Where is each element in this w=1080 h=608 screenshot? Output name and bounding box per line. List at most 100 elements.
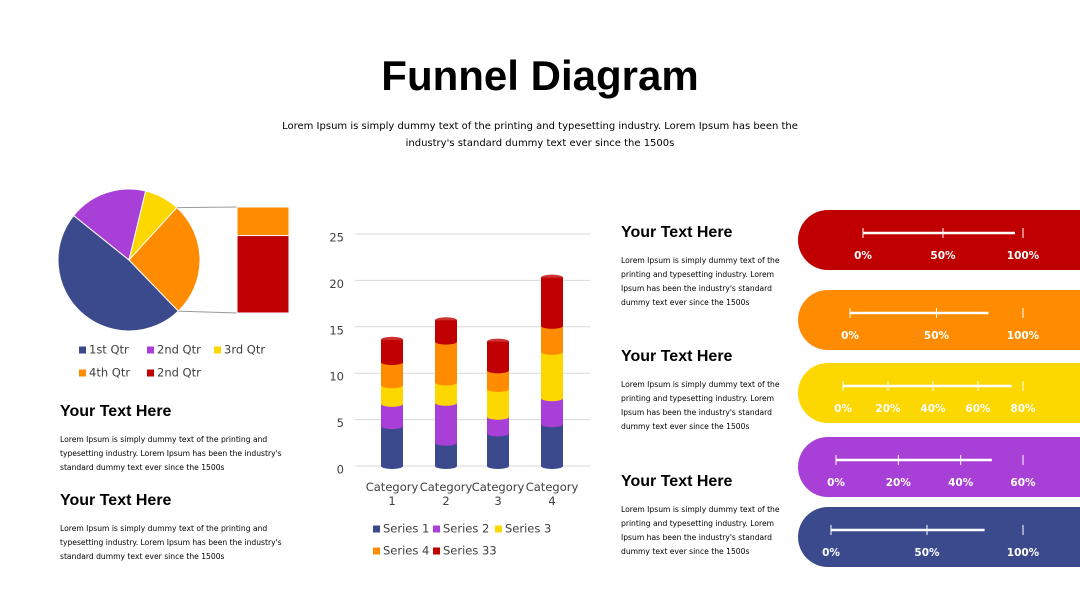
secondary-bar xyxy=(236,206,290,237)
legend-label: Series 2 xyxy=(443,522,489,536)
bar-cap xyxy=(381,463,403,469)
y-tick-label: 20 xyxy=(329,277,344,291)
legend-swatch xyxy=(79,369,86,377)
block-body: Lorem Ipsum is simply dummy text of the … xyxy=(60,524,282,561)
bar-cap xyxy=(381,400,403,407)
progress-pill xyxy=(798,210,1080,270)
y-tick-label: 5 xyxy=(337,416,344,430)
y-tick-label: 25 xyxy=(329,231,344,245)
bar-cap xyxy=(381,423,403,430)
pie-slice xyxy=(72,188,147,261)
connector xyxy=(176,206,238,209)
x-tick-label: 0% xyxy=(834,403,852,415)
title: Funnel Diagram xyxy=(381,52,699,99)
x-tick-label: 80% xyxy=(1010,403,1036,415)
bar-cap xyxy=(487,430,509,437)
progress-pill xyxy=(798,363,1080,423)
block-body: Lorem Ipsum is simply dummy text of the … xyxy=(621,256,780,307)
bar-segment xyxy=(487,416,509,434)
x-tick-label: 60% xyxy=(1010,477,1036,489)
x-tick-label: 0% xyxy=(854,250,872,262)
x-tick-label: 40% xyxy=(948,477,974,489)
bar-segment xyxy=(541,398,563,425)
progress-pill xyxy=(798,437,1080,497)
bar-cap xyxy=(435,399,457,406)
bar-segment xyxy=(487,341,509,371)
legend-label: Series 4 xyxy=(383,544,429,558)
progress-pill xyxy=(798,507,1080,567)
legend-swatch xyxy=(147,346,154,354)
bar-segment xyxy=(381,426,403,466)
connector xyxy=(178,310,238,314)
legend-swatch xyxy=(214,346,221,354)
x-tick-label: 50% xyxy=(914,547,940,559)
x-tick-label: Category 3 xyxy=(471,480,525,508)
bar-cap xyxy=(487,385,509,392)
x-tick-label: 0% xyxy=(841,330,859,342)
bar-segment xyxy=(435,382,457,403)
x-tick-label: Category 1 xyxy=(365,480,419,508)
legend-swatch xyxy=(433,525,440,533)
x-tick-label: 100% xyxy=(1007,330,1040,342)
bar-cap xyxy=(435,463,457,469)
x-tick-label: 20% xyxy=(875,403,901,415)
bar-cap xyxy=(487,413,509,420)
x-tick-label: 100% xyxy=(1007,250,1040,262)
x-tick-label: 50% xyxy=(924,330,950,342)
block-body: Lorem Ipsum is simply dummy text of the … xyxy=(621,505,780,556)
bar-segment xyxy=(435,402,457,443)
bar-segment xyxy=(381,385,403,404)
bar-top xyxy=(541,274,563,281)
legend-swatch xyxy=(79,346,86,354)
legend-label: Series 3 xyxy=(505,522,551,536)
bar-segment xyxy=(435,442,457,466)
bar-segment xyxy=(435,320,457,342)
bar-cap xyxy=(487,463,509,469)
y-tick-label: 0 xyxy=(337,463,344,477)
bar-cap xyxy=(435,338,457,345)
bar-cap xyxy=(541,395,563,402)
legend-label: 1st Qtr xyxy=(89,343,129,357)
x-tick-label: Category 2 xyxy=(419,480,473,508)
legend-label: 4th Qtr xyxy=(89,366,130,380)
pie-slice xyxy=(57,214,180,332)
legend-label: 3rd Qtr xyxy=(224,343,265,357)
block-heading: Your Text Here xyxy=(60,492,172,509)
secondary-bar xyxy=(236,235,290,314)
bar-cap xyxy=(381,382,403,389)
y-tick-label: 15 xyxy=(329,323,344,337)
legend-swatch xyxy=(373,547,380,555)
bar-segment xyxy=(541,325,563,352)
bar-cap xyxy=(541,322,563,329)
legend-swatch xyxy=(495,525,502,533)
bar-cap xyxy=(487,367,509,374)
bar-segment xyxy=(541,277,563,326)
x-tick-label: 0% xyxy=(827,477,845,489)
bar-cap xyxy=(541,421,563,428)
x-tick-label: 40% xyxy=(920,403,946,415)
legend-label: Series 33 xyxy=(443,544,497,558)
y-tick-label: 10 xyxy=(329,370,344,384)
legend-swatch xyxy=(433,547,440,555)
bar-top xyxy=(487,338,509,345)
subtitle: Lorem Ipsum is simply dummy text of the … xyxy=(282,121,798,149)
bar-cap xyxy=(381,359,403,366)
x-tick-label: 20% xyxy=(886,477,912,489)
bar-top xyxy=(435,317,457,324)
legend-label: Series 1 xyxy=(383,522,429,536)
x-tick-label: 100% xyxy=(1007,547,1040,559)
pie-slice xyxy=(128,206,201,312)
bar-segment xyxy=(381,339,403,363)
x-tick-label: Category 4 xyxy=(525,480,579,508)
block-heading: Your Text Here xyxy=(621,473,733,490)
x-tick-label: 60% xyxy=(965,403,991,415)
bar-cap xyxy=(435,439,457,446)
block-body: Lorem Ipsum is simply dummy text of the … xyxy=(621,380,780,431)
bar-segment xyxy=(381,403,403,427)
bar-segment xyxy=(435,341,457,383)
legend-swatch xyxy=(147,369,154,377)
block-heading: Your Text Here xyxy=(621,348,733,365)
bar-cap xyxy=(541,463,563,469)
